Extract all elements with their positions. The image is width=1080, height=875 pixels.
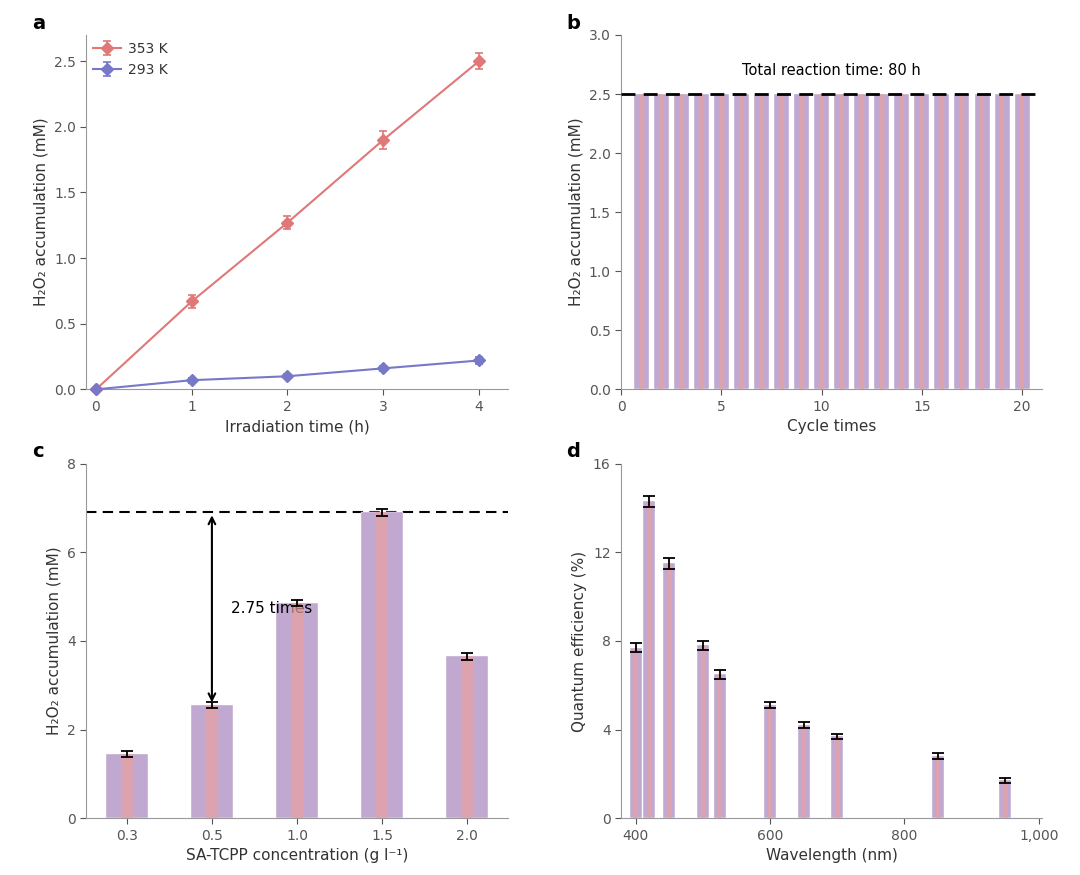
Bar (940, 94, 944, 389)
Bar (834, 94, 849, 389)
Bar (955, 94, 970, 389)
Bar (794, 94, 809, 389)
Bar (920, 94, 924, 389)
Bar (667, 564, 671, 818)
X-axis label: Irradiation time (h): Irradiation time (h) (225, 419, 369, 434)
Bar (679, 94, 684, 389)
Bar (693, 94, 708, 389)
Bar (1003, 780, 1007, 818)
Bar (663, 564, 675, 818)
X-axis label: Wavelength (nm): Wavelength (nm) (766, 848, 897, 863)
Text: a: a (31, 14, 44, 32)
Bar (701, 646, 704, 818)
Text: d: d (566, 443, 580, 461)
Bar (814, 94, 829, 389)
Bar (769, 705, 772, 818)
Legend: 353 K, 293 K: 353 K, 293 K (93, 42, 167, 77)
Bar (275, 603, 319, 818)
Bar (121, 754, 133, 818)
Bar (879, 94, 883, 389)
Bar (699, 94, 703, 389)
Bar (639, 94, 644, 389)
Bar (674, 94, 689, 389)
X-axis label: SA-TCPP concentration (g l⁻¹): SA-TCPP concentration (g l⁻¹) (186, 848, 408, 863)
Bar (1000, 94, 1004, 389)
Bar (648, 501, 651, 818)
Bar (714, 674, 726, 818)
Bar (697, 646, 708, 818)
Bar (774, 94, 789, 389)
Y-axis label: H₂O₂ accumulation (mM): H₂O₂ accumulation (mM) (568, 118, 583, 306)
Bar (995, 94, 1010, 389)
Bar (191, 705, 233, 818)
Bar (291, 603, 303, 818)
Bar (206, 705, 218, 818)
Bar (836, 736, 839, 818)
Bar (106, 754, 148, 818)
Bar (900, 94, 904, 389)
Bar (820, 94, 824, 389)
Bar (644, 501, 656, 818)
Bar (446, 656, 488, 818)
Bar (764, 705, 777, 818)
Bar (376, 513, 388, 818)
Bar (999, 780, 1011, 818)
Bar (659, 94, 663, 389)
Bar (718, 674, 721, 818)
Bar (1020, 94, 1024, 389)
Bar (974, 94, 989, 389)
Bar (754, 94, 769, 389)
Bar (915, 94, 930, 389)
Bar (860, 94, 864, 389)
Bar (461, 656, 473, 818)
Y-axis label: Quantum efficiency (%): Quantum efficiency (%) (572, 550, 588, 732)
Bar (839, 94, 843, 389)
Bar (714, 94, 729, 389)
X-axis label: Cycle times: Cycle times (787, 419, 876, 434)
Bar (780, 94, 784, 389)
Bar (934, 94, 949, 389)
Bar (798, 725, 810, 818)
Bar (802, 725, 806, 818)
Bar (733, 94, 748, 389)
Bar (739, 94, 743, 389)
Bar (854, 94, 869, 389)
Bar (980, 94, 984, 389)
Bar (960, 94, 964, 389)
Bar (936, 756, 940, 818)
Bar (894, 94, 909, 389)
Bar (799, 94, 804, 389)
Bar (634, 94, 649, 389)
Bar (653, 94, 669, 389)
Bar (832, 736, 843, 818)
Bar (634, 648, 637, 818)
Bar (874, 94, 889, 389)
Text: Total reaction time: 80 h: Total reaction time: 80 h (742, 63, 921, 79)
Bar (361, 513, 403, 818)
Bar (759, 94, 764, 389)
Text: b: b (566, 14, 580, 32)
Bar (719, 94, 724, 389)
Y-axis label: H₂O₂ accumulation (mM): H₂O₂ accumulation (mM) (33, 118, 49, 306)
Y-axis label: H₂O₂ accumulation (mM): H₂O₂ accumulation (mM) (46, 547, 62, 735)
Bar (1014, 94, 1029, 389)
Bar (630, 648, 642, 818)
Text: 2.75 times: 2.75 times (231, 601, 312, 616)
Text: c: c (31, 443, 43, 461)
Bar (932, 756, 944, 818)
